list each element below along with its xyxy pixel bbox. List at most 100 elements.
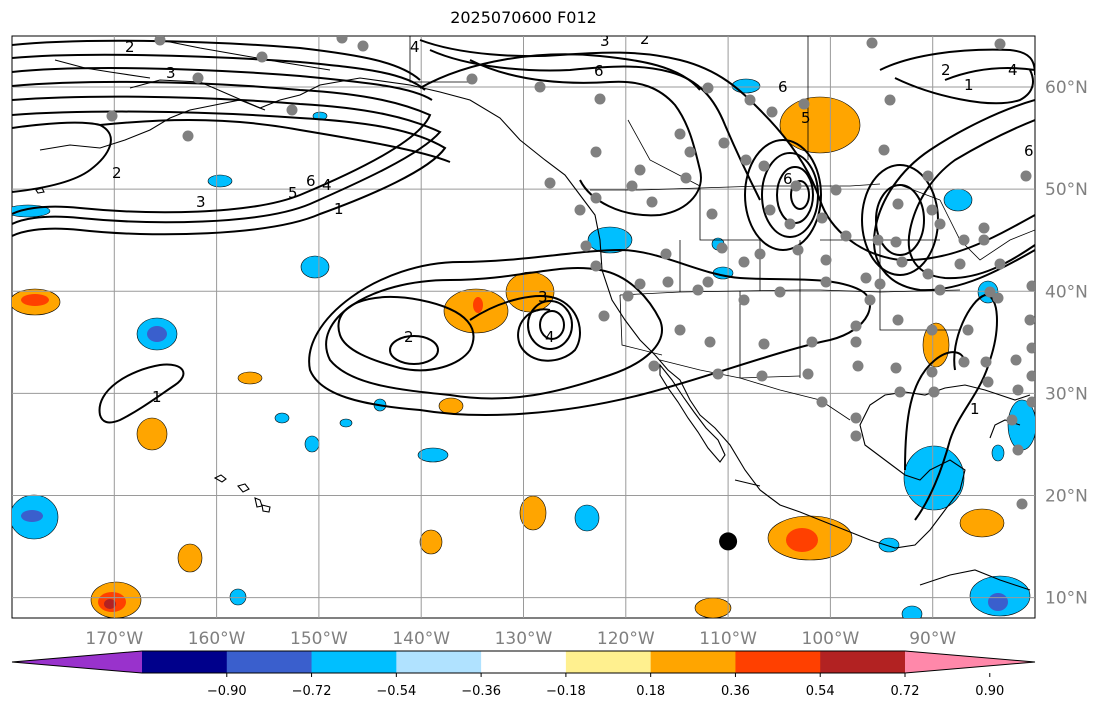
station-dot (744, 94, 756, 106)
latitude-tick-label: 20°N (1045, 486, 1088, 506)
station-dot (978, 222, 990, 234)
station-dot (926, 324, 938, 336)
colorbar-extend-max (905, 651, 1035, 673)
map-panel[interactable]: 2 3 4 3 2 6 2 3 5 6 4 1 6 6 5 2 1 4 6 2 (6, 30, 1038, 622)
station-dot (764, 204, 776, 216)
contour-label: 2 (941, 61, 951, 79)
station-dot (1010, 354, 1022, 366)
colorbar-segment (820, 651, 906, 673)
station-dot (894, 386, 906, 398)
contour-label: 3 (600, 32, 610, 50)
contour-label: 1 (964, 76, 974, 94)
station-dot (738, 294, 750, 306)
location-marker[interactable] (719, 532, 738, 551)
colorbar-tick-label: −0.18 (546, 684, 586, 699)
station-dot (994, 38, 1006, 50)
station-dot (702, 276, 714, 288)
colorbar: −0.90 −0.72 −0.54 −0.36 −0.18 0.18 0.36 0.54 0.7… (11, 650, 1036, 699)
station-dot (884, 94, 896, 106)
colorbar-segment (396, 651, 482, 673)
station-dot (106, 110, 118, 122)
colorbar-tick-label: −0.90 (207, 684, 247, 699)
latitude-tick-label: 40°N (1045, 282, 1088, 302)
contour-label: 6 (783, 170, 793, 188)
station-dot (874, 278, 886, 290)
contour-label: 4 (410, 38, 420, 56)
station-dot (992, 292, 1004, 304)
contour-label: 3 (166, 64, 176, 82)
station-dot (684, 146, 696, 158)
latitude-tick-label: 50°N (1045, 180, 1088, 200)
station-dot (864, 294, 876, 306)
colorbar-segment (481, 651, 567, 673)
station-dot (580, 240, 592, 252)
colorbar-tick-label: 0.90 (975, 684, 1004, 699)
latitude-tick-label: 10°N (1045, 589, 1088, 609)
station-dot (590, 192, 602, 204)
contour-label: 4 (545, 328, 555, 346)
longitude-tick-label: 130°W (495, 629, 553, 649)
station-dot (850, 320, 862, 332)
station-dot (806, 336, 818, 348)
contour-label: 6 (594, 62, 604, 80)
station-dot (716, 242, 728, 254)
station-dot (1020, 170, 1032, 182)
contour-label: 4 (322, 176, 332, 194)
station-dot (192, 72, 204, 84)
station-dot (954, 258, 966, 270)
station-dot (958, 356, 970, 368)
longitude-tick-label: 140°W (392, 629, 450, 649)
contour-label: 3 (538, 288, 548, 306)
station-dot (646, 196, 658, 208)
station-dot (256, 51, 268, 63)
station-dot (740, 154, 752, 166)
latitude-axis: 10°N 20°N 30°N 40°N 50°N 60°N (1045, 78, 1088, 609)
station-dot (626, 180, 638, 192)
station-dot (922, 268, 934, 280)
station-dot (766, 106, 778, 118)
station-dot (860, 272, 872, 284)
station-dot (872, 234, 884, 246)
station-dot (892, 314, 904, 326)
station-dot (574, 204, 586, 216)
station-dots (106, 36, 1035, 510)
station-dot (962, 324, 974, 336)
station-dot (154, 36, 166, 46)
station-dot (534, 81, 546, 93)
contour-label: 2 (404, 328, 414, 346)
station-dot (866, 37, 878, 49)
contour-label-group: 2 3 4 3 2 6 2 3 5 6 4 1 6 6 5 2 1 4 6 2 (112, 32, 1034, 418)
colorbar-segment (142, 651, 228, 673)
station-dot (680, 172, 692, 184)
station-dot (934, 218, 946, 230)
map-title: 2025070600 F012 (450, 8, 597, 27)
colorbar-segment (650, 651, 736, 673)
colorbar-tick-label: 0.54 (806, 684, 835, 699)
station-dot (1006, 414, 1018, 426)
station-dot (182, 130, 194, 142)
longitude-tick-label: 120°W (597, 629, 655, 649)
station-dot (1026, 370, 1035, 382)
longitude-tick-label: 150°W (290, 629, 348, 649)
station-dot (702, 82, 714, 94)
colorbar-tick-label: −0.54 (376, 684, 416, 699)
station-dot (634, 164, 646, 176)
station-dot (792, 244, 804, 256)
station-dot (622, 290, 634, 302)
longitude-tick-label: 100°W (802, 629, 860, 649)
station-dot (890, 236, 902, 248)
colorbar-extend-min (12, 651, 142, 673)
station-dot (692, 284, 704, 296)
station-dot (850, 412, 862, 424)
station-dot (850, 430, 862, 442)
station-dot (590, 146, 602, 158)
station-dot (1026, 280, 1035, 292)
colorbar-segment (735, 651, 821, 673)
station-dot (982, 376, 994, 388)
station-dot (852, 360, 864, 372)
station-dot (774, 286, 786, 298)
colorbar-tick-label: 0.72 (891, 684, 920, 699)
station-dot (648, 360, 660, 372)
station-dot (594, 93, 606, 105)
